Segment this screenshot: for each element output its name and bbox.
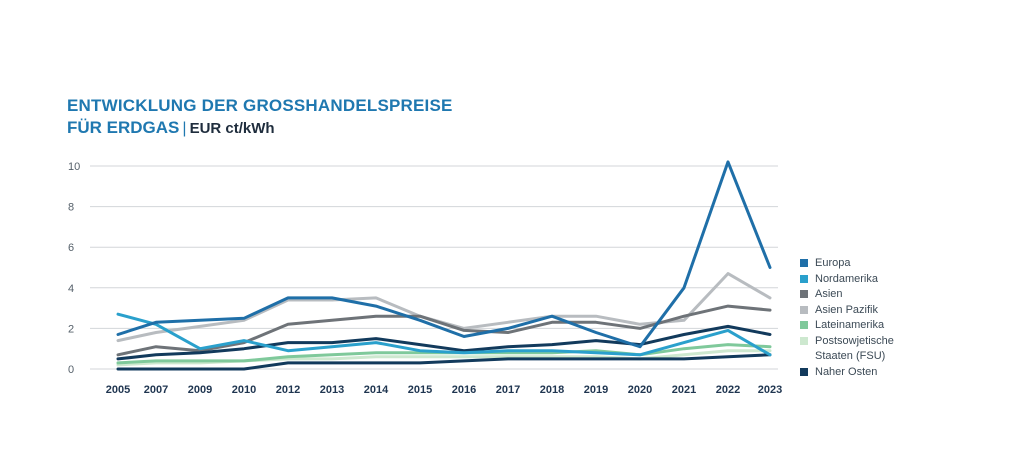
legend-label: Asien Pazifik [815,303,878,316]
legend-swatch [800,274,808,283]
y-tick-label: 6 [68,242,74,254]
legend-swatch [800,305,808,314]
x-tick-label: 2017 [496,384,520,396]
x-tick-label: 2014 [364,384,389,396]
x-tick-label: 2021 [672,384,696,396]
y-tick-label: 8 [68,202,74,214]
legend-item: Asien Pazifik [800,303,915,319]
x-tick-label: 2023 [758,384,782,396]
chart-title: ENTWICKLUNG DER GROSSHANDELSPREISE FÜR E… [67,95,453,140]
legend-swatch [800,336,808,345]
legend-swatch [800,367,808,376]
x-tick-label: 2012 [276,384,300,396]
series-line-asien [116,304,772,357]
x-tick-label: 2020 [628,384,652,396]
series-line-naher-osten [116,324,772,361]
x-tick-label: 2019 [584,384,608,396]
legend-swatch [800,321,808,329]
x-tick-label: 2018 [540,384,564,396]
y-tick-label: 10 [68,161,80,173]
series-line-unlabeled-7 [116,353,772,371]
x-tick-label: 2007 [144,384,168,396]
legend-item: Nordamerika [800,272,915,288]
x-tick-label: 2016 [452,384,476,396]
grid-lines [90,165,778,370]
legend-swatch [800,259,808,267]
title-line-2: FÜR ERDGAS [67,118,180,137]
series-line-nordamerika [116,312,772,357]
legend-label: Postsowjetische Staaten (FSU) [815,334,894,362]
x-tick-label: 2013 [320,384,344,396]
legend-item: Naher Osten [800,365,915,381]
legend-item: Europa [800,256,915,272]
legend-label: Lateinamerika [815,319,885,331]
legend-label: Naher Osten [815,365,878,378]
legend-swatch [800,290,808,298]
x-axis-ticks: 2005 2007 2009 2010 2012 2013 2014 2015 2016 2017… [106,384,782,396]
x-tick-label: 2010 [232,384,256,396]
series-lines [116,160,772,371]
legend-label: Europa [815,257,851,269]
title-separator: | [182,120,187,137]
x-tick-label: 2015 [408,384,432,396]
title-line-1: ENTWICKLUNG DER GROSSHANDELSPREISE [67,96,453,115]
legend-label: Asien [815,288,843,300]
series-line-europa [116,160,772,349]
x-tick-label: 2022 [716,384,740,396]
legend-label: Nordamerika [815,272,878,285]
y-tick-label: 4 [68,283,74,295]
title-unit: EUR ct/kWh [189,120,275,137]
y-tick-label: 2 [68,323,74,335]
y-axis-ticks: 0 2 4 6 8 10 [68,161,80,376]
chart-legend: Europa Nordamerika Asien Asien Pazifik Latei… [800,256,915,380]
x-tick-label: 2009 [188,384,212,396]
x-tick-label: 2005 [106,384,130,396]
legend-item: Postsowjetische Staaten (FSU) [800,334,915,365]
legend-item: Asien [800,287,915,303]
y-tick-label: 0 [68,364,74,376]
legend-item: Lateinamerika [800,318,915,334]
